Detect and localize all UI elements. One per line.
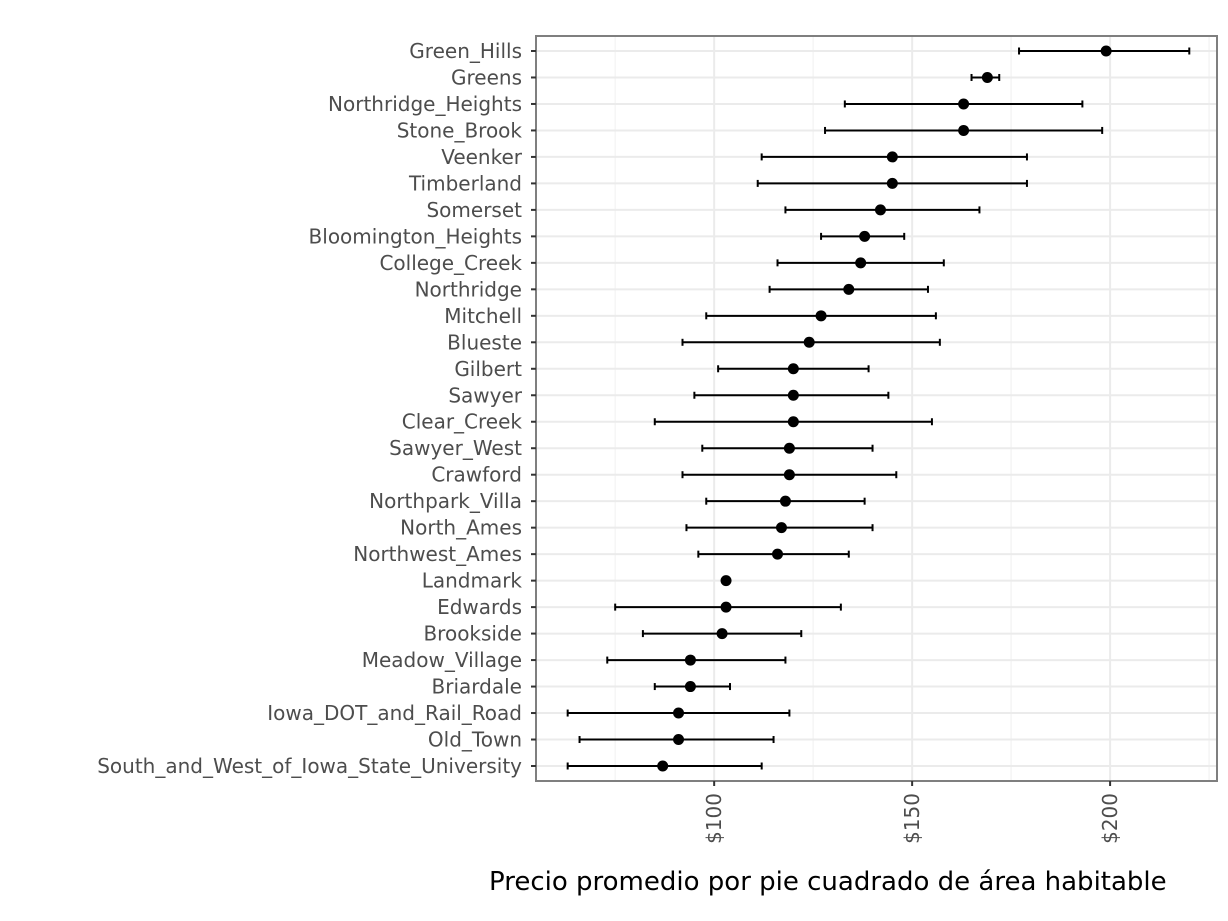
- point-Brookside: [716, 628, 728, 640]
- point-Old_Town: [673, 734, 685, 746]
- point-Landmark: [720, 575, 732, 587]
- y-tick-label: Blueste: [447, 330, 522, 354]
- y-tick-label: Northridge: [415, 277, 522, 301]
- point-Blueste: [803, 336, 815, 348]
- point-Gilbert: [787, 363, 799, 375]
- y-tick-label: South_and_West_of_Iowa_State_University: [97, 754, 522, 778]
- y-tick-label: Veenker: [441, 145, 523, 169]
- y-tick-label: Sawyer: [448, 383, 522, 407]
- point-Bloomington_Heights: [859, 230, 871, 242]
- point-Iowa_DOT_and_Rail_Road: [673, 707, 685, 719]
- point-Crawford: [783, 469, 795, 481]
- point-Northpark_Villa: [779, 495, 791, 507]
- point-Greens: [981, 71, 993, 83]
- point-North_Ames: [775, 522, 787, 534]
- y-tick-label: Landmark: [422, 569, 523, 593]
- point-Sawyer: [787, 389, 799, 401]
- data-points: [657, 45, 1112, 772]
- x-axis: $100 $150 $200: [702, 781, 1122, 844]
- y-tick-label: Crawford: [431, 463, 522, 487]
- y-tick-label: Iowa_DOT_and_Rail_Road: [267, 701, 522, 725]
- y-tick-label: Somerset: [426, 198, 522, 222]
- minor-gridlines: [614, 36, 1210, 781]
- y-tick-label: College_Creek: [379, 251, 522, 275]
- point-Northwest_Ames: [772, 548, 784, 560]
- point-Edwards: [720, 601, 732, 613]
- point-College_Creek: [855, 257, 867, 269]
- y-tick-label: Briardale: [432, 675, 522, 699]
- x-tick-label: $150: [900, 793, 924, 844]
- point-Briardale: [684, 681, 696, 693]
- point-Timberland: [886, 177, 898, 189]
- point-Northridge_Heights: [958, 98, 970, 110]
- y-tick-label: Bloomington_Heights: [309, 224, 522, 248]
- panel-border: [535, 35, 1218, 782]
- y-tick-label: Mitchell: [444, 304, 522, 328]
- point-Stone_Brook: [958, 124, 970, 136]
- point-Green_Hills: [1100, 45, 1112, 57]
- y-tick-label: Northridge_Heights: [328, 92, 522, 116]
- point-Somerset: [874, 204, 886, 216]
- point-Sawyer_West: [783, 442, 795, 454]
- x-tick-label: $100: [702, 793, 726, 844]
- point-Veenker: [886, 151, 898, 163]
- point-South_and_West_of_Iowa_State_University: [657, 760, 669, 772]
- y-tick-label: Meadow_Village: [362, 648, 522, 672]
- x-axis-title: Precio promedio por pie cuadrado de área…: [489, 867, 1167, 897]
- y-tick-label: Brookside: [423, 622, 522, 646]
- y-tick-label: Stone_Brook: [397, 118, 523, 142]
- x-tick-label: $200: [1098, 793, 1122, 844]
- y-tick-label: Gilbert: [454, 357, 522, 381]
- y-tick-label: Northpark_Villa: [369, 489, 522, 513]
- y-tick-label: Clear_Creek: [402, 410, 523, 434]
- y-tick-label: Greens: [451, 65, 522, 89]
- y-tick-label: Northwest_Ames: [353, 542, 522, 566]
- point-Northridge: [843, 283, 855, 295]
- y-tick-label: Sawyer_West: [389, 436, 522, 460]
- y-tick-label: Edwards: [437, 595, 522, 619]
- point-Clear_Creek: [787, 416, 799, 428]
- y-tick-label: Old_Town: [428, 728, 522, 752]
- point-Meadow_Village: [684, 654, 696, 666]
- y-tick-label: Green_Hills: [409, 39, 522, 63]
- point-Mitchell: [815, 310, 827, 322]
- y-tick-label: Timberland: [408, 171, 522, 195]
- y-tick-label: North_Ames: [400, 516, 522, 540]
